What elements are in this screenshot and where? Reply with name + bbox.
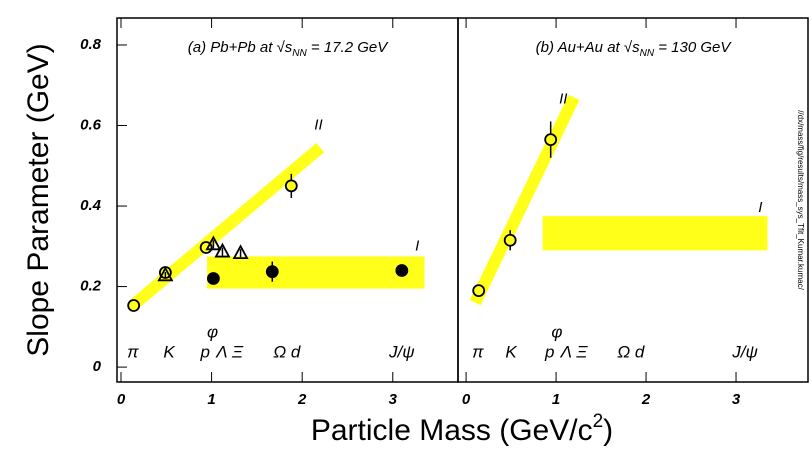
y-tick-label: 0.2 bbox=[80, 278, 102, 295]
point bbox=[544, 133, 558, 147]
point bbox=[206, 272, 220, 285]
particle-label: Ω d bbox=[617, 342, 645, 361]
title-part: = 17.2 GeV bbox=[307, 39, 389, 56]
x-tick-label: 3 bbox=[389, 391, 398, 408]
particle-label: φ bbox=[207, 322, 218, 341]
y-tick-label: 0 bbox=[93, 358, 102, 375]
point bbox=[214, 242, 231, 258]
y-tick-label: 0.4 bbox=[80, 197, 102, 214]
y-axis-label: Slope Parameter (GeV) bbox=[22, 43, 55, 356]
plot-frame bbox=[116, 17, 459, 383]
title-part: (a) Pb+Pb at √ bbox=[188, 39, 286, 56]
title-part: NN bbox=[292, 48, 307, 59]
particle-label: π bbox=[472, 342, 484, 361]
point bbox=[472, 284, 486, 297]
particle-label: φ bbox=[551, 322, 562, 341]
particle-label: Λ Ξ bbox=[215, 342, 244, 361]
x-axis-label-sup: 2 bbox=[593, 411, 604, 432]
x-tick-label: 2 bbox=[297, 391, 307, 408]
panel-title: (b) Au+Au at √sNN = 130 GeV bbox=[536, 39, 733, 59]
band bbox=[469, 94, 580, 306]
x-axis-label-text: Particle Mass (GeV/c bbox=[311, 414, 593, 447]
particle-label: π bbox=[127, 342, 139, 361]
title-part: NN bbox=[640, 48, 655, 59]
title-part: s bbox=[632, 39, 640, 56]
point bbox=[232, 244, 249, 260]
x-axis-label: Particle Mass (GeV/c2) bbox=[311, 411, 613, 447]
x-tick-label: 1 bbox=[552, 391, 560, 408]
side-note: //dx/mass/fig/results/mass_sys_Tfit_Kuma… bbox=[796, 110, 805, 290]
band-label: II bbox=[314, 116, 322, 133]
particle-label: J/ψ bbox=[388, 342, 415, 361]
x-tick-label: 1 bbox=[207, 391, 215, 408]
y-tick-label: 0.8 bbox=[80, 36, 102, 53]
point bbox=[395, 264, 409, 277]
title-part: = 130 GeV bbox=[654, 39, 732, 56]
particle-label: p bbox=[200, 342, 210, 361]
particle-label: J/ψ bbox=[731, 342, 758, 361]
band bbox=[207, 256, 425, 289]
x-axis-label-text: ) bbox=[603, 414, 613, 447]
point bbox=[284, 179, 298, 193]
band bbox=[542, 216, 768, 251]
particle-label: K bbox=[163, 342, 175, 361]
point bbox=[265, 265, 279, 279]
panel-title: (a) Pb+Pb at √sNN = 17.2 GeV bbox=[188, 39, 389, 59]
x-tick-label: 3 bbox=[732, 391, 741, 408]
particle-label: K bbox=[505, 342, 517, 361]
particle-label: p bbox=[544, 342, 554, 361]
title-part: s bbox=[285, 39, 293, 56]
point bbox=[157, 266, 174, 282]
point bbox=[127, 299, 141, 312]
point bbox=[205, 235, 222, 251]
particle-label: Ω d bbox=[273, 342, 301, 361]
x-tick-label: 0 bbox=[462, 391, 471, 408]
band-label: I bbox=[758, 199, 762, 216]
band-label: I bbox=[415, 237, 419, 254]
plot-frame bbox=[457, 17, 809, 383]
x-tick-label: 0 bbox=[117, 391, 126, 408]
title-part: (b) Au+Au at √ bbox=[536, 39, 633, 56]
point bbox=[503, 233, 517, 247]
particle-label: Λ Ξ bbox=[560, 342, 589, 361]
band-label: II bbox=[559, 90, 567, 107]
y-tick-label: 0.6 bbox=[80, 116, 102, 133]
x-tick-label: 2 bbox=[641, 391, 651, 408]
